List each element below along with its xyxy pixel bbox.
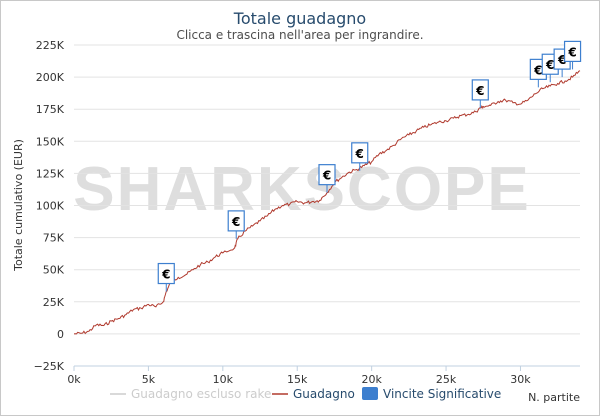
marker-box bbox=[227, 210, 245, 232]
significant-win-marker[interactable]: € bbox=[157, 262, 175, 292]
marker-box bbox=[157, 262, 175, 285]
x-tick-label: 10k bbox=[213, 373, 234, 386]
x-tick-label: 20k bbox=[361, 373, 382, 386]
marker-symbol: € bbox=[322, 169, 331, 183]
x-axis-label: N. partite bbox=[528, 391, 580, 404]
marker-box bbox=[471, 79, 489, 101]
chart-title: Totale guadagno bbox=[233, 9, 367, 28]
x-tick-label: 30k bbox=[510, 373, 531, 386]
significant-win-marker[interactable]: € bbox=[227, 210, 245, 239]
chart-subtitle: Clicca e trascina nell'area per ingrandi… bbox=[176, 28, 424, 42]
legend-item-2[interactable]: Vincite Significative bbox=[362, 387, 501, 401]
x-tick-label: 15k bbox=[287, 373, 308, 386]
y-tick-label: 0 bbox=[57, 328, 64, 341]
marker-box bbox=[318, 164, 336, 186]
y-tick-label: 50K bbox=[43, 264, 65, 277]
legend-swatch-box bbox=[362, 387, 378, 400]
x-axis-ticks: 0k 5k 10k 15k 20k 25k 30k bbox=[67, 366, 531, 386]
y-axis-label: Totale cumulativo (EUR) bbox=[12, 139, 25, 272]
marker-symbol: € bbox=[355, 147, 364, 161]
legend-item-1[interactable]: Guadagno bbox=[272, 387, 355, 401]
marker-box bbox=[351, 142, 369, 164]
marker-symbol: € bbox=[475, 84, 484, 98]
legend-label: Guadagno bbox=[293, 387, 355, 401]
y-tick-label: 125K bbox=[36, 167, 65, 180]
y-tick-label: 225K bbox=[36, 39, 65, 52]
x-tick-label: 0k bbox=[67, 373, 81, 386]
y-tick-label: 100K bbox=[36, 200, 65, 213]
y-tick-label: −25K bbox=[34, 360, 65, 373]
y-tick-label: 75K bbox=[43, 232, 65, 245]
legend[interactable]: Guadagno escluso rake Guadagno Vincite Sig… bbox=[110, 387, 501, 401]
legend-label: Vincite Significative bbox=[383, 387, 501, 401]
marker-symbol: € bbox=[567, 45, 576, 59]
marker-symbol: € bbox=[161, 268, 170, 282]
marker-symbol: € bbox=[545, 58, 554, 72]
significant-win-marker[interactable]: € bbox=[471, 79, 489, 108]
marker-symbol: € bbox=[231, 215, 240, 229]
legend-label: Guadagno escluso rake bbox=[131, 387, 271, 401]
y-tick-label: 175K bbox=[36, 103, 65, 116]
marker-box bbox=[563, 40, 582, 62]
series-line-guadagno bbox=[73, 70, 581, 335]
grid-lines bbox=[74, 44, 580, 367]
marker-symbol: € bbox=[533, 63, 542, 77]
y-tick-label: 150K bbox=[36, 135, 65, 148]
significant-win-marker[interactable]: € bbox=[318, 164, 336, 193]
watermark-text: SHARKSCOPE bbox=[73, 155, 531, 224]
y-tick-label: 25K bbox=[43, 296, 65, 309]
series-layer bbox=[73, 70, 581, 335]
x-tick-label: 25k bbox=[436, 373, 457, 386]
x-tick-label: 5k bbox=[142, 373, 156, 386]
y-tick-label: 200K bbox=[36, 71, 65, 84]
significant-win-marker[interactable]: € bbox=[351, 142, 369, 171]
marker-symbol: € bbox=[557, 53, 566, 67]
y-axis-ticks: 225K 200K 175K 150K 125K 100K 75K 50K 25K 0 −25K bbox=[34, 39, 65, 373]
markers-layer[interactable]: €€€€€€ € €€ bbox=[157, 40, 582, 292]
significant-win-marker[interactable]: € bbox=[563, 40, 582, 70]
legend-item-0[interactable]: Guadagno escluso rake bbox=[110, 387, 271, 401]
